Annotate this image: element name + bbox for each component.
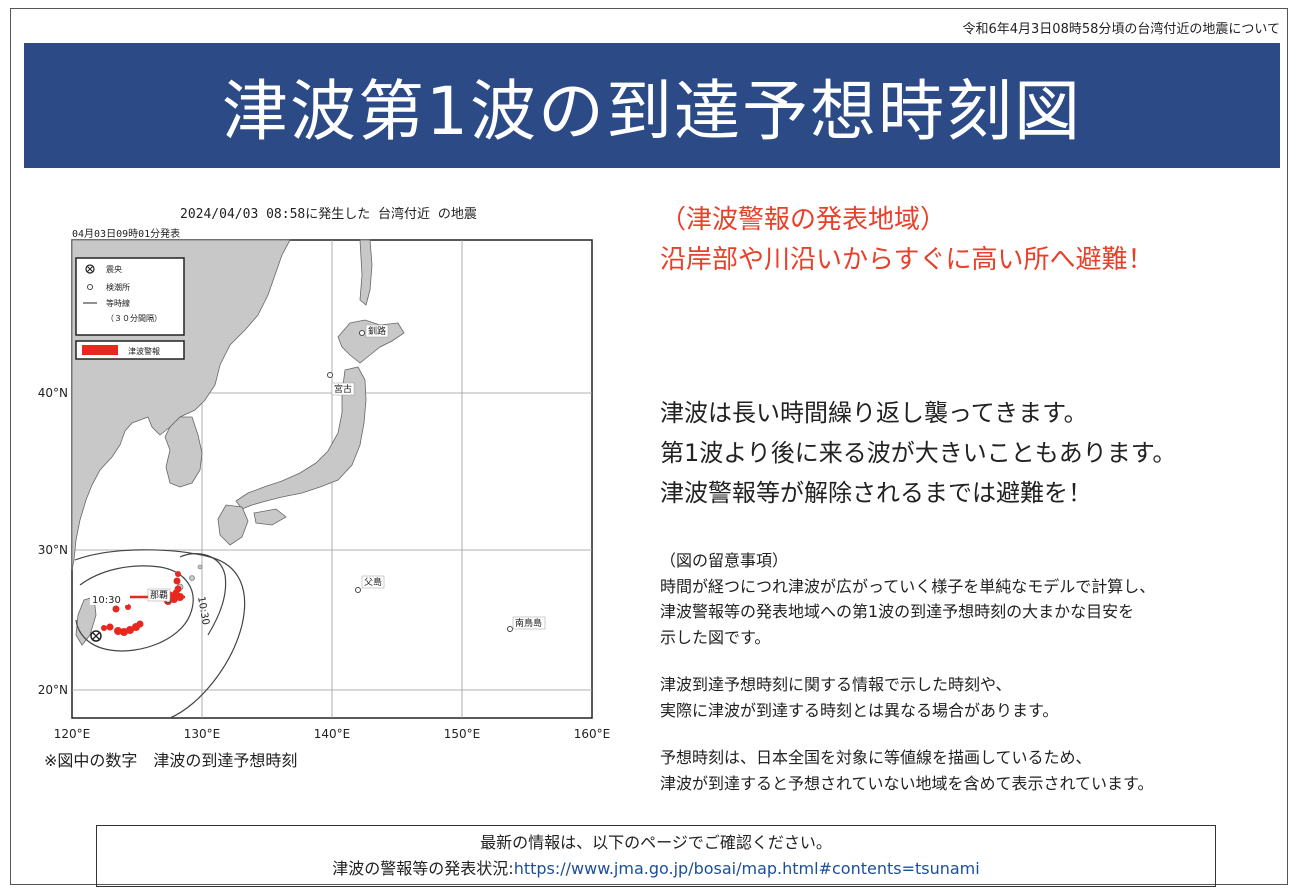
main-message-line: 津波警報等が解除されるまでは避難を！ — [660, 479, 1092, 507]
place-label-minamitorishima: 南鳥島 — [515, 617, 542, 629]
title-banner: 津波第1波の到達予想時刻図 — [24, 43, 1280, 168]
place-label-chichijima: 父島 — [364, 576, 382, 588]
svg-text:等時線: 等時線 — [106, 298, 130, 308]
isochrone-lines — [74, 549, 246, 719]
jma-tsunami-link[interactable]: https://www.jma.go.jp/bosai/map.html#con… — [513, 859, 980, 878]
page-title: 津波第1波の到達予想時刻図 — [222, 72, 1082, 150]
footer-info-box: 最新の情報は、以下のページでご確認ください。 津波の警報等の発表状況:https… — [96, 825, 1216, 887]
place-label-naha: 那覇 — [150, 590, 168, 601]
map-issued-time: 04月03日09時01分発表 — [72, 229, 181, 240]
notes-line: 津波が到達すると予想されていない地域を含めて表示されています。 — [660, 773, 1154, 793]
page-subtitle: 令和6年4月3日08時58分頃の台湾付近の地震について — [962, 22, 1280, 37]
main-message-line: 津波は長い時間繰り返し襲ってきます。 — [660, 399, 1088, 427]
lon-label: 120°E — [54, 727, 91, 741]
place-label-kushiro: 釧路 — [368, 325, 386, 337]
land-shikoku — [253, 508, 287, 526]
warning-area-label: （津波警報の発表地域） — [660, 205, 947, 235]
map-canvas: 釧路 宮古 父島 南鳥島 那覇 10:30 10:30 震央 検潮所 — [38, 239, 611, 741]
map-legend: 震央 検潮所 等時線 （３０分間隔） 津波警報 — [75, 257, 185, 360]
notes-line: 示した図です。 — [660, 627, 771, 647]
lon-label: 130°E — [184, 727, 221, 741]
tsunami-map: 2024/04/03 08:58に発生した 台湾付近 の地震 04月03日09時… — [20, 195, 620, 775]
land-kyushu — [217, 504, 249, 546]
footer-link-label: 津波の警報等の発表状況: — [332, 859, 514, 878]
notes-line: 実際に津波が到達する時刻とは異なる場合があります。 — [660, 700, 1059, 720]
map-heading: 2024/04/03 08:58に発生した 台湾付近 の地震 — [180, 207, 477, 222]
contour-time-label: 10:30 — [92, 595, 121, 606]
axis-labels: 40°N 30°N 20°N 120°E 130°E 140°E 150°E 1… — [38, 386, 611, 741]
contour-time-label: 10:30 — [195, 596, 211, 626]
epicenter-icon — [90, 630, 102, 642]
lon-label: 160°E — [574, 727, 611, 741]
footer-text: 最新の情報は、以下のページでご確認ください。 — [480, 833, 832, 852]
main-message: 津波は長い時間繰り返し襲ってきます。 第1波より後に来る波が大きいこともあります… — [660, 393, 1176, 513]
lat-label: 20°N — [38, 683, 68, 697]
map-note: ※図中の数字 津波の到達予想時刻 — [44, 751, 298, 770]
lon-label: 140°E — [314, 727, 351, 741]
notes-heading: （図の留意事項） — [660, 551, 789, 570]
svg-text:検潮所: 検潮所 — [106, 282, 130, 292]
land-sakhalin — [359, 239, 373, 306]
figure-notes: （図の留意事項） 時間が経つにつれ津波が広がっていく様子を単純なモデルで計算し、… — [660, 548, 1155, 796]
svg-text:（３０分間隔）: （３０分間隔） — [106, 314, 162, 323]
notes-line: 津波到達予想時刻に関する情報で示した時刻や、 — [660, 675, 1012, 694]
lat-label: 30°N — [38, 543, 68, 557]
place-label-miyako: 宮古 — [334, 383, 352, 395]
warning-message: （津波警報の発表地域） 沿岸部や川沿いからすぐに高い所へ避難！ — [660, 200, 1153, 280]
footer-link-line: 津波の警報等の発表状況:https://www.jma.go.jp/bosai/… — [97, 856, 1215, 882]
main-message-line: 第1波より後に来る波が大きいこともあります。 — [660, 439, 1177, 467]
svg-text:震央: 震央 — [106, 264, 122, 274]
land-honshu — [235, 366, 367, 510]
evacuation-instruction: 沿岸部や川沿いからすぐに高い所へ避難！ — [660, 245, 1154, 275]
page-frame — [10, 8, 1288, 885]
land-korea — [164, 416, 203, 488]
svg-text:津波警報: 津波警報 — [128, 346, 160, 356]
lon-label: 150°E — [444, 727, 481, 741]
notes-line: 時間が経つにつれ津波が広がっていく様子を単純なモデルで計算し、 — [660, 576, 1156, 596]
lat-label: 40°N — [38, 386, 68, 400]
notes-line: 津波警報等の発表地域への第1波の到達予想時刻の大まかな目安を — [660, 602, 1135, 621]
notes-line: 予想時刻は、日本全国を対象に等値線を描画しているため、 — [660, 748, 1092, 767]
